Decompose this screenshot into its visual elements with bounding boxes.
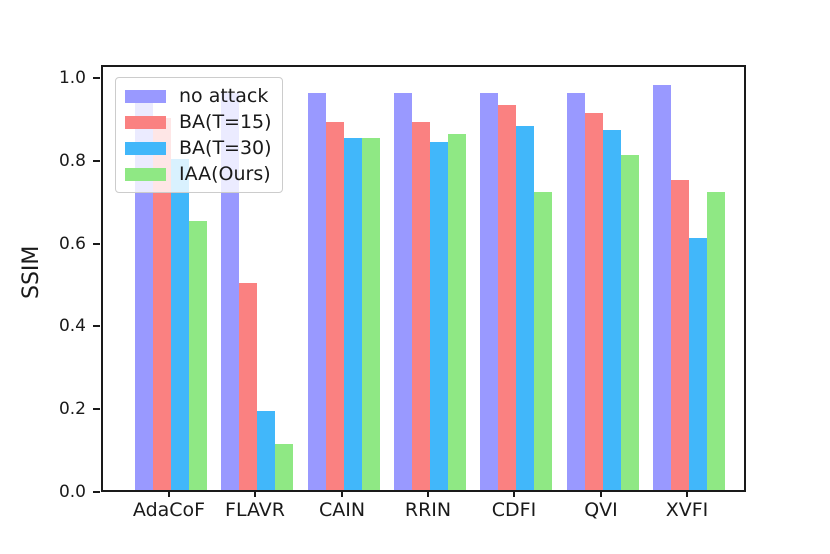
y-tick-label: 1.0	[58, 68, 86, 88]
legend-swatch-icon	[125, 167, 166, 181]
bar-XVFI-BA(T=30)	[689, 238, 707, 490]
y-tick-label: 0.8	[58, 151, 86, 171]
plot-area: no attack BA(T=15) BA(T=30) IAA(Ours)	[101, 65, 746, 492]
bar-AdaCoF-BA(T=15)	[153, 118, 171, 490]
x-tick-mark	[686, 492, 688, 497]
bar-XVFI-no attack	[653, 85, 671, 490]
y-tick-mark	[93, 243, 100, 245]
x-tick-mark	[600, 492, 602, 497]
bar-CDFI-BA(T=30)	[516, 126, 534, 490]
legend-label: BA(T=15)	[179, 111, 272, 133]
legend-item: BA(T=30)	[125, 135, 272, 161]
bar-AdaCoF-IAA(Ours)	[189, 221, 207, 490]
x-tick-label-AdaCoF: AdaCoF	[132, 499, 206, 521]
bar-QVI-BA(T=30)	[603, 130, 621, 490]
legend-item: IAA(Ours)	[125, 161, 272, 187]
x-tick-label-QVI: QVI	[584, 499, 618, 521]
legend-label: IAA(Ours)	[179, 163, 271, 185]
y-tick-mark	[93, 491, 100, 493]
bar-FLAVR-IAA(Ours)	[275, 444, 293, 490]
x-tick-mark	[341, 492, 343, 497]
x-tick-mark	[168, 492, 170, 497]
x-tick-label-CDFI: CDFI	[491, 499, 537, 521]
x-tick-label-XVFI: XVFI	[665, 499, 709, 521]
y-tick-label: 0.6	[58, 234, 86, 254]
legend-item: BA(T=15)	[125, 109, 272, 135]
legend-label: no attack	[179, 85, 269, 107]
legend-swatch-icon	[125, 141, 166, 155]
bars-layer	[103, 67, 744, 490]
bar-QVI-BA(T=15)	[585, 113, 603, 490]
y-tick-label: 0.0	[58, 482, 86, 502]
x-tick-mark	[254, 492, 256, 497]
bar-RRIN-no attack	[394, 93, 412, 490]
bar-FLAVR-BA(T=30)	[257, 411, 275, 490]
y-tick-mark	[93, 77, 100, 79]
bar-RRIN-BA(T=15)	[412, 122, 430, 490]
x-tick-label-RRIN: RRIN	[404, 499, 452, 521]
bar-CDFI-IAA(Ours)	[534, 192, 552, 490]
x-tick-label-CAIN: CAIN	[318, 499, 366, 521]
y-tick-mark	[93, 408, 100, 410]
bar-CAIN-IAA(Ours)	[362, 138, 380, 490]
bar-CAIN-BA(T=30)	[344, 138, 362, 490]
legend-item: no attack	[125, 83, 272, 109]
bar-QVI-no attack	[567, 93, 585, 490]
legend-label: BA(T=30)	[179, 137, 272, 159]
x-tick-label-FLAVR: FLAVR	[225, 499, 285, 521]
bar-RRIN-IAA(Ours)	[448, 134, 466, 490]
bar-CDFI-no attack	[480, 93, 498, 490]
bar-XVFI-BA(T=15)	[671, 180, 689, 490]
bar-FLAVR-BA(T=15)	[239, 283, 257, 490]
bar-XVFI-IAA(Ours)	[707, 192, 725, 490]
bar-CAIN-BA(T=15)	[326, 122, 344, 490]
y-tick-mark	[93, 325, 100, 327]
bar-QVI-IAA(Ours)	[621, 155, 639, 490]
x-tick-mark	[427, 492, 429, 497]
y-axis-label: SSIM	[19, 245, 44, 299]
legend: no attack BA(T=15) BA(T=30) IAA(Ours)	[115, 77, 283, 193]
x-tick-mark	[513, 492, 515, 497]
legend-swatch-icon	[125, 89, 166, 103]
legend-swatch-icon	[125, 115, 166, 129]
bar-AdaCoF-BA(T=30)	[171, 159, 189, 490]
bar-RRIN-BA(T=30)	[430, 142, 448, 490]
bar-CDFI-BA(T=15)	[498, 105, 516, 490]
y-tick-label: 0.4	[58, 316, 86, 336]
y-tick-label: 0.2	[58, 399, 86, 419]
bar-CAIN-no attack	[308, 93, 326, 490]
y-tick-mark	[93, 160, 100, 162]
